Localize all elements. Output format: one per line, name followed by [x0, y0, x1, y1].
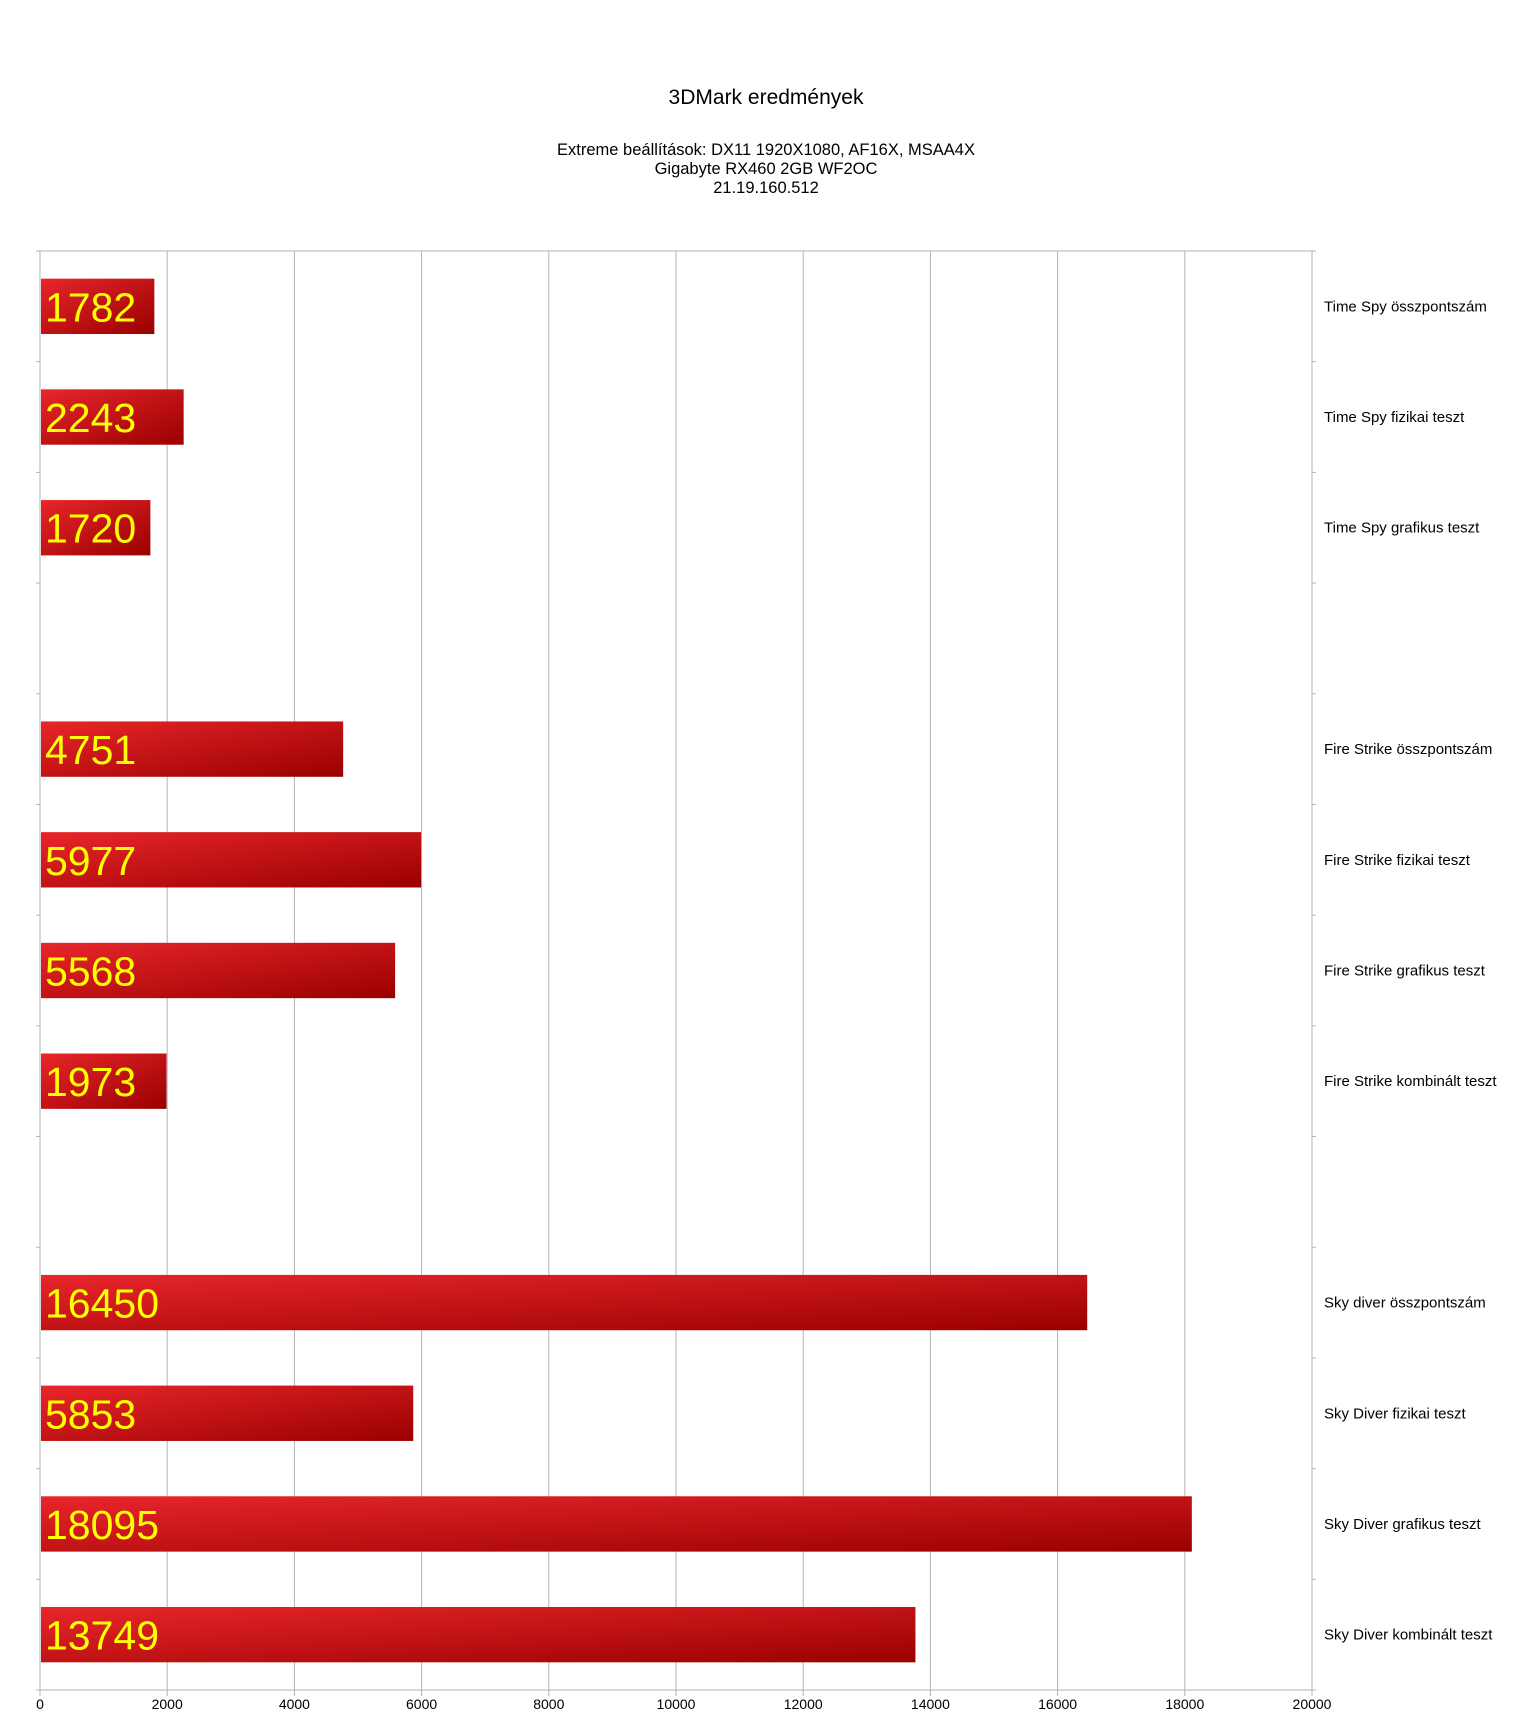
chart-subtitle-line-3: 21.19.160.512 [713, 179, 819, 197]
category-label: Sky Diver fizikai teszt [1324, 1405, 1467, 1422]
data-label: 5568 [45, 949, 136, 995]
data-label: 18095 [45, 1502, 159, 1548]
x-tick-label: 14000 [911, 1696, 950, 1712]
data-label: 5853 [45, 1391, 136, 1437]
data-label: 2243 [45, 395, 136, 441]
x-tick-label: 20000 [1293, 1696, 1332, 1712]
data-label: 4751 [45, 727, 136, 773]
data-label: 1973 [45, 1059, 136, 1105]
bar [41, 389, 184, 445]
x-tick-label: 16000 [1038, 1696, 1077, 1712]
bar [41, 942, 396, 999]
bar [41, 1053, 167, 1109]
category-label: Sky Diver kombinált teszt [1324, 1627, 1493, 1644]
x-tick-label: 4000 [279, 1696, 310, 1712]
chart-subtitle-line-2: Gigabyte RX460 2GB WF2OC [654, 160, 878, 178]
category-label: Sky diver összpontszám [1324, 1295, 1486, 1312]
category-label: Fire Strike összpontszám [1324, 741, 1492, 758]
category-label: Fire Strike kombinált teszt [1324, 1073, 1497, 1090]
bar [41, 1274, 1088, 1331]
category-label: Sky Diver grafikus teszt [1324, 1516, 1482, 1533]
category-label: Time Spy fizikai teszt [1324, 409, 1465, 426]
x-tick-label: 12000 [784, 1696, 823, 1712]
x-tick-label: 6000 [406, 1696, 437, 1712]
bar [41, 1385, 414, 1441]
data-label: 1782 [45, 284, 136, 330]
chart-title: 3DMark eredmények [668, 86, 864, 109]
x-tick-label: 0 [36, 1696, 44, 1712]
chart-subtitle-line-1: Extreme beállítások: DX11 1920X1080, AF1… [557, 141, 975, 159]
category-label: Time Spy grafikus teszt [1324, 520, 1480, 537]
category-label: Fire Strike fizikai teszt [1324, 852, 1471, 869]
data-label: 1720 [45, 506, 136, 552]
category-label: Fire Strike grafikus teszt [1324, 963, 1486, 980]
x-tick-label: 2000 [152, 1696, 183, 1712]
bar [41, 500, 151, 556]
x-tick-label: 18000 [1165, 1696, 1204, 1712]
x-tick-label: 8000 [533, 1696, 564, 1712]
category-label: Time Spy összpontszám [1324, 298, 1487, 315]
bar [41, 278, 155, 335]
data-label: 13749 [45, 1613, 159, 1659]
data-label: 16450 [45, 1281, 159, 1327]
bar [41, 1606, 916, 1663]
bar [41, 1496, 1192, 1552]
bar [41, 832, 422, 888]
data-label: 5977 [45, 838, 136, 884]
bar [41, 721, 344, 777]
x-tick-label: 10000 [657, 1696, 696, 1712]
